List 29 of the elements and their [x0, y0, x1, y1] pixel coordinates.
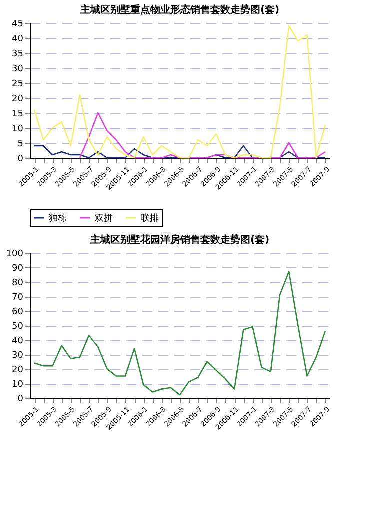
line-series	[79, 112, 326, 159]
line-series	[34, 271, 326, 396]
y-tick-label: 40	[12, 34, 24, 44]
y-tick-label: 80	[12, 278, 24, 288]
y-tick-label: 25	[12, 80, 24, 90]
legend-label: 双拼	[95, 213, 113, 224]
y-tick-label: 20	[12, 94, 24, 104]
y-tick-label: 0	[18, 154, 24, 164]
y-tick-label: 35	[12, 50, 24, 60]
y-tick-label: 100	[6, 250, 24, 260]
y-tick-label: 70	[12, 293, 24, 303]
y-tick-label: 15	[12, 110, 24, 120]
y-tick-label: 0	[18, 394, 24, 404]
y-tick-label: 90	[12, 264, 24, 274]
chart-title: 主城区别墅花园洋房销售套数走势图(套)	[89, 234, 270, 246]
chart-title: 主城区别墅重点物业形态销售套数走势图(套)	[79, 4, 280, 16]
line-series	[34, 25, 326, 159]
y-tick-label: 5	[18, 140, 24, 150]
y-tick-label: 10	[12, 124, 24, 134]
y-tick-label: 45	[12, 20, 24, 30]
y-tick-label: 60	[12, 308, 24, 318]
y-tick-label: 30	[12, 351, 24, 361]
y-tick-label: 50	[12, 322, 24, 332]
y-tick-label: 10	[12, 380, 24, 390]
y-tick-label: 30	[12, 64, 24, 74]
legend-label: 独栋	[49, 213, 67, 224]
y-tick-label: 40	[12, 336, 24, 346]
y-tick-label: 20	[12, 366, 24, 376]
legend-label: 联排	[141, 213, 159, 224]
